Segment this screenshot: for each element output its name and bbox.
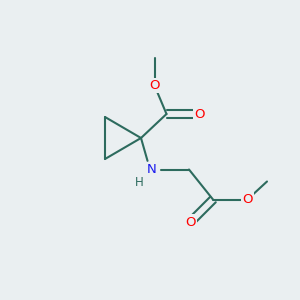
Text: O: O xyxy=(242,193,253,206)
Text: O: O xyxy=(194,107,205,121)
Text: O: O xyxy=(149,79,160,92)
Text: H: H xyxy=(135,176,144,189)
Text: O: O xyxy=(185,215,196,229)
Text: N: N xyxy=(147,163,156,176)
